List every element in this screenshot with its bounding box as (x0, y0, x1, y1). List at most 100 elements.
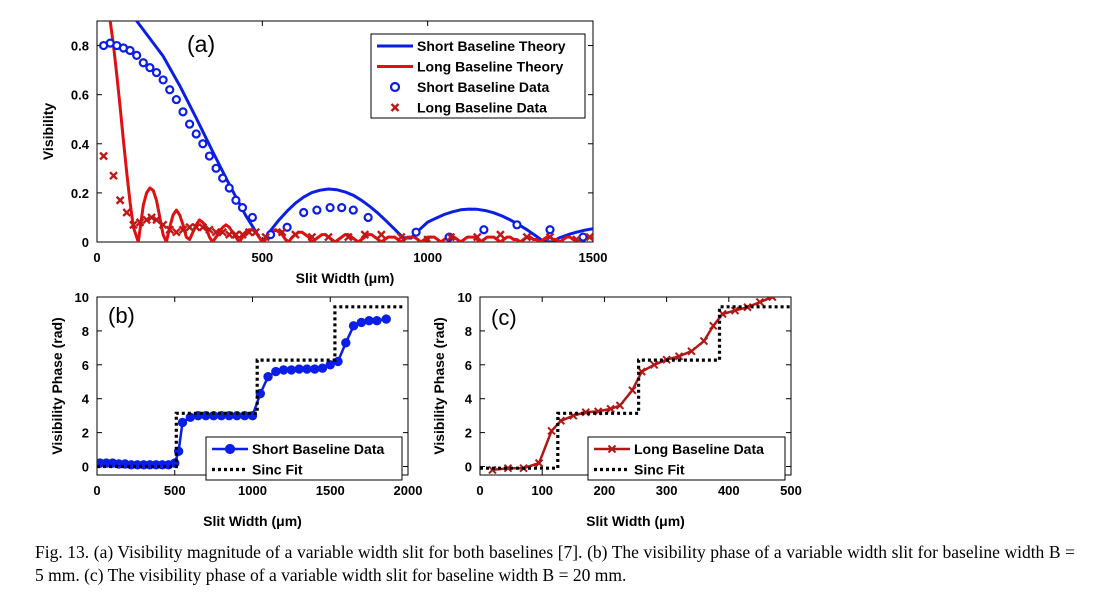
data-point-x (158, 220, 168, 230)
data-point-circle (218, 173, 228, 183)
data-point-circle (325, 360, 335, 370)
x-tick-label: 0 (476, 483, 483, 498)
y-tick-label: 0.8 (71, 39, 89, 54)
data-point-circle (356, 317, 367, 328)
data-point-circle (247, 212, 258, 223)
data-point-x (251, 227, 261, 237)
data-point-x (547, 426, 556, 436)
data-point-x (628, 386, 637, 395)
legend-label: Long Baseline Data (634, 441, 764, 457)
y-tick-label: 8 (465, 324, 472, 339)
data-point-circle (204, 151, 215, 161)
data-point-x (687, 347, 696, 356)
data-point-x (606, 404, 615, 414)
legend-item: Short Baseline Theory (377, 38, 566, 54)
data-point-circle (177, 417, 188, 428)
data-point-circle (138, 58, 148, 68)
data-point-x (390, 103, 400, 112)
y-axis-label: Visibility Phase (rad) (49, 317, 65, 454)
legend-item: Sinc Fit (594, 462, 685, 478)
data-point-circle (125, 45, 135, 56)
data-point-circle (299, 207, 309, 218)
data-point-circle (578, 232, 588, 242)
data-point-x (99, 151, 108, 161)
y-tick-label: 0.6 (71, 88, 89, 103)
data-point-circle (184, 119, 195, 129)
data-point-circle (211, 163, 221, 173)
data-point-x (211, 227, 221, 237)
data-point-circle (158, 75, 168, 85)
x-tick-label: 500 (251, 250, 273, 265)
legend-item: Long Baseline Theory (377, 59, 563, 75)
data-point-x (261, 232, 270, 242)
x-axis-label: Slit Width (μm) (296, 270, 395, 286)
panel-letter: (c) (491, 305, 517, 330)
legend: Long Baseline Data Sinc Fit (587, 436, 786, 481)
x-tick-label: 500 (164, 483, 186, 498)
series-line (492, 297, 773, 472)
x-tick-label: 1500 (316, 483, 345, 498)
data-point-x (446, 232, 456, 242)
data-point-x (142, 215, 151, 225)
data-point-circle (363, 212, 373, 223)
x-tick-label: 0 (93, 250, 100, 265)
x-tick-label: 500 (780, 483, 802, 498)
data-point-circle (341, 338, 351, 348)
legend-label: Long Baseline Theory (417, 59, 563, 75)
legend: Short Baseline Data Sinc Fit (205, 436, 403, 481)
data-point-x (152, 215, 161, 225)
data-point-x (755, 297, 765, 307)
y-tick-label: 8 (82, 324, 89, 339)
data-point-x (147, 213, 156, 222)
legend-box (587, 436, 786, 481)
legend: Short Baseline Theory Long Baseline Theor… (370, 33, 586, 119)
data-point-circle (325, 203, 335, 213)
x-axis-label: Slit Width (μm) (586, 513, 685, 529)
x-tick-label: 200 (594, 483, 616, 498)
x-tick-label: 400 (718, 483, 740, 498)
data-point-x (360, 230, 370, 239)
legend-item: Short Baseline Data (389, 79, 549, 95)
x-tick-label: 1500 (579, 250, 608, 265)
legend-item: Short Baseline Data (212, 441, 384, 457)
data-point-circle (302, 364, 312, 374)
data-point-x (307, 232, 317, 242)
y-axis-label: Visibility Phase (rad) (431, 317, 447, 454)
data-point-circle (337, 203, 347, 213)
legend-label: Long Baseline Data (417, 100, 547, 116)
data-point-x (534, 458, 544, 468)
data-point-circle (348, 205, 358, 215)
plot-area (480, 297, 791, 475)
legend-box (370, 33, 586, 119)
data-point-circle (479, 225, 489, 235)
data-point-x (109, 171, 118, 181)
data-point-circle (165, 85, 175, 95)
data-point-x (343, 232, 353, 242)
data-point-x (165, 225, 175, 235)
panel-letter: (b) (108, 303, 135, 328)
data-point-x (615, 401, 625, 410)
legend-label: Short Baseline Data (252, 441, 384, 457)
data-point-x (191, 222, 201, 232)
y-tick-label: 4 (82, 392, 90, 407)
data-point-x (423, 235, 433, 242)
data-point-circle (178, 107, 188, 117)
data-point-circle (512, 220, 522, 230)
y-axis-label: Visibility (40, 103, 56, 161)
data-point-circle (381, 314, 391, 324)
data-point-x (607, 444, 617, 454)
data-point-x (224, 230, 234, 239)
data-point-x (503, 464, 513, 473)
data-point-circle (224, 443, 236, 455)
data-point-x (198, 222, 208, 232)
panel-c-chart: 0 100 200 300 400 500 0 2 4 6 8 10 Slit Width (μm) Vi… (431, 290, 802, 529)
y-tick-label: 0 (465, 460, 472, 475)
data-point-circle (224, 183, 234, 193)
y-tick-label: 0.4 (71, 137, 90, 152)
data-point-x (674, 352, 684, 361)
data-point-x (218, 227, 228, 237)
data-point-circle (294, 364, 304, 374)
data-point-x (472, 232, 482, 242)
data-point-x (129, 220, 138, 230)
